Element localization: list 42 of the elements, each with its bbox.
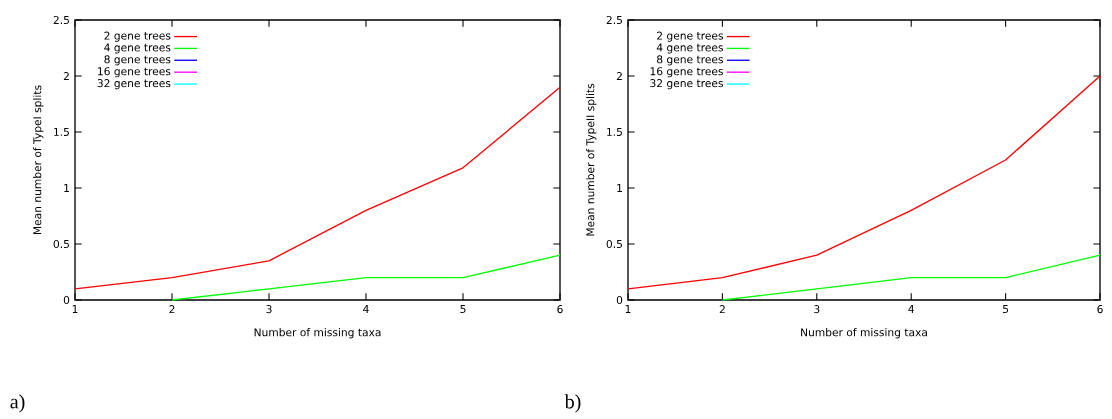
line-series: [721, 254, 1101, 301]
y-tick-label: 2: [616, 72, 622, 80]
y-tick-label: 0.5: [606, 239, 622, 249]
y-tick-label: 1: [617, 184, 622, 192]
x-tick-label: 1: [72, 305, 78, 313]
x-tick-label: 4: [908, 305, 914, 313]
x-tick-label: 5: [460, 305, 466, 314]
legend-label: 16 gene trees: [98, 67, 171, 78]
legend-label: 16 gene trees: [650, 67, 723, 78]
y-tick-label: 0: [63, 295, 70, 305]
x-tick-label: 3: [814, 305, 820, 314]
x-axis-title: Number of missing taxa: [254, 328, 381, 339]
y-tick-label: 2: [63, 72, 69, 80]
x-tick-label: 6: [1097, 305, 1103, 314]
y-axis-title: Mean number of TypeII splits: [586, 83, 597, 236]
y-tick-label: 1.5: [607, 128, 622, 136]
legend-label: 8 gene trees: [657, 55, 723, 66]
y-tick-label: 1.5: [54, 128, 69, 136]
legend-label: 8 gene trees: [104, 55, 171, 66]
y-tick-label: 1: [64, 184, 69, 192]
x-tick-label: 1: [625, 305, 631, 313]
y-tick-label: 2.5: [606, 15, 622, 25]
y-axis-title: Mean number of TypeI splits: [33, 85, 44, 235]
x-tick-label: 2: [169, 305, 175, 314]
y-tick-label: 0: [616, 295, 623, 305]
legend-label: 32 gene trees: [97, 79, 171, 90]
x-tick-label: 5: [1003, 305, 1009, 314]
line-series: [171, 254, 561, 301]
y-tick-label: 0.5: [53, 239, 69, 249]
text: a): [10, 394, 25, 413]
x-axis-title: Number of missing taxa: [801, 328, 927, 339]
x-tick-label: 4: [363, 305, 369, 313]
y-tick-label: 2.5: [53, 15, 69, 25]
legend-label: 2 gene trees: [657, 31, 723, 42]
x-tick-label: 3: [266, 305, 272, 314]
legend-label: 2 gene trees: [104, 31, 171, 42]
x-tick-label: 2: [719, 305, 725, 314]
text: b): [564, 394, 581, 413]
legend-label: 32 gene trees: [650, 79, 723, 90]
legend-label: 4 gene trees: [104, 43, 171, 54]
legend-label: 4 gene trees: [656, 43, 723, 54]
x-tick-label: 6: [557, 305, 563, 314]
